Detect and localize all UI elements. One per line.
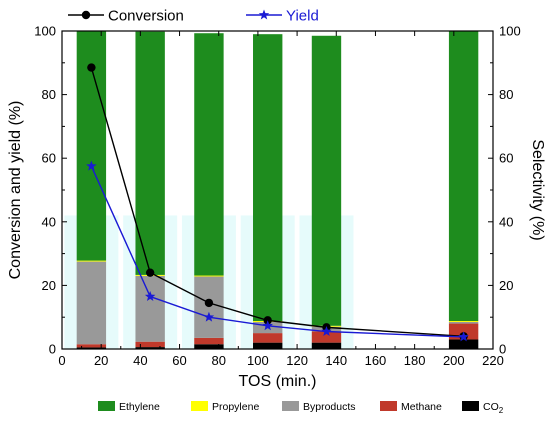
bar-stack <box>135 31 165 349</box>
point-yield <box>262 320 273 331</box>
legend-swatch-co2 <box>462 401 479 411</box>
point-yield <box>458 331 469 342</box>
bar-stack <box>448 31 479 349</box>
bar-segment-propylene <box>194 275 224 277</box>
legend-marker <box>258 9 270 20</box>
right-y-tick-label: 0 <box>499 342 506 357</box>
legend-label-byproducts: Byproducts <box>303 401 356 413</box>
x-tick-label: 20 <box>94 353 108 368</box>
point-yield <box>203 311 215 322</box>
right-y-tick-label: 100 <box>499 24 521 39</box>
point-conversion <box>204 298 214 308</box>
right-y-tick-label: 60 <box>499 151 513 166</box>
x-axis-title: TOS (min.) <box>239 373 317 390</box>
x-tick-label: 100 <box>247 353 269 368</box>
bar-segment-byproducts <box>135 275 165 342</box>
series-line-yield <box>90 165 464 338</box>
right-y-tick-label: 40 <box>499 214 513 229</box>
x-tick-label: 0 <box>58 353 65 368</box>
left-y-tick-label: 40 <box>42 214 56 229</box>
bar-segment-ethylene <box>311 35 342 326</box>
point-conversion <box>87 63 96 72</box>
bar-segment-propylene <box>76 260 107 262</box>
bottom-legend: Ethylene Propylene Byproducts Methane CO2 <box>98 401 504 415</box>
legend-label-yield: Yield <box>286 8 319 25</box>
x-tick-label: 180 <box>404 353 426 368</box>
point-yield <box>144 291 156 301</box>
bar-segment-byproducts <box>194 276 224 338</box>
bar-segment-co2 <box>194 344 224 349</box>
left-y-axis-title: Conversion and yield (%) <box>7 101 24 280</box>
legend-label-methane: Methane <box>401 401 442 413</box>
legend-marker <box>81 10 91 20</box>
x-tick-label: 80 <box>211 353 225 368</box>
bar-segment-ethylene <box>135 31 165 275</box>
bar-segment-co2 <box>76 347 107 349</box>
series-lines <box>86 63 469 342</box>
legend-label-propylene: Propylene <box>212 401 259 413</box>
legend-swatch-methane <box>380 401 397 411</box>
right-y-tick-label: 80 <box>499 87 513 102</box>
right-y-tick-label: 20 <box>499 278 513 293</box>
legend-label-conversion: Conversion <box>108 8 184 25</box>
bar-segment-methane <box>311 331 342 343</box>
x-tick-label: 140 <box>325 353 347 368</box>
bar-segment-co2 <box>135 347 165 349</box>
bar-segment-propylene <box>448 321 479 322</box>
left-y-tick-label: 60 <box>42 151 56 166</box>
bar-segment-ethylene <box>253 34 283 322</box>
bar-segment-co2 <box>448 339 479 349</box>
bar-segment-co2 <box>311 342 342 349</box>
bar-segment-byproducts <box>448 321 479 324</box>
x-tick-label: 160 <box>365 353 387 368</box>
x-tick-label: 200 <box>443 353 465 368</box>
left-y-tick-label: 100 <box>34 24 56 39</box>
bar-segment-methane <box>253 333 283 343</box>
bar-stack <box>311 35 342 349</box>
left-y-tick-label: 80 <box>42 87 56 102</box>
bar-segment-methane <box>135 341 165 348</box>
bar-segment-methane <box>76 344 107 348</box>
stacked-bars <box>76 31 479 349</box>
left-y-tick-label: 0 <box>49 342 56 357</box>
top-legend: Conversion Yield <box>68 8 319 25</box>
bar-segment-byproducts <box>76 261 107 345</box>
x-tick-label: 120 <box>286 353 308 368</box>
bar-segment-co2 <box>253 342 283 349</box>
bar-segment-ethylene <box>194 33 224 276</box>
legend-label-co2: CO2 <box>483 401 504 415</box>
left-y-tick-label: 20 <box>42 278 56 293</box>
bar-segment-methane <box>194 337 224 345</box>
point-conversion <box>145 268 155 277</box>
bar-stack <box>253 34 283 349</box>
point-yield <box>321 326 332 336</box>
legend-swatch-propylene <box>191 401 208 411</box>
bar-stack <box>194 33 224 349</box>
legend-label-ethylene: Ethylene <box>119 401 160 413</box>
series-line-conversion <box>90 67 464 337</box>
legend-swatch-ethylene <box>98 401 115 411</box>
x-tick-label: 40 <box>133 353 147 368</box>
right-y-axis-title: Selectivity (%) <box>529 139 546 240</box>
x-tick-label: 60 <box>172 353 186 368</box>
bar-segment-ethylene <box>448 31 479 322</box>
subscript: 2 <box>499 406 504 415</box>
x-tick-label: 220 <box>482 353 504 368</box>
point-yield <box>86 160 97 171</box>
legend-swatch-byproducts <box>282 401 299 411</box>
